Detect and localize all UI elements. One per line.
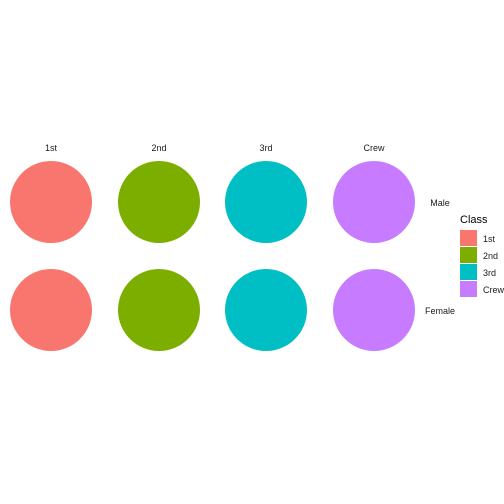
pie-slice [10, 161, 92, 243]
legend-key-swatch [460, 264, 477, 280]
column-strip-label: 3rd [259, 143, 272, 153]
legend-key-label: 3rd [483, 268, 496, 278]
pie-panels [10, 161, 415, 351]
pie-slice [118, 269, 200, 351]
column-strip-label: 2nd [151, 143, 166, 153]
legend-key-swatch [460, 247, 477, 263]
legend-key-swatch [460, 281, 477, 297]
column-strip-label: 1st [45, 143, 58, 153]
row-strip-label: Female [425, 306, 455, 316]
legend-key-swatch [460, 230, 477, 246]
pie-slice [333, 161, 415, 243]
row-strip-label: Male [430, 198, 450, 208]
legend-key-label: 1st [483, 234, 496, 244]
pie-slice [10, 269, 92, 351]
legend: Class 1st 2nd 3rd Crew [460, 214, 504, 297]
legend-key-label: 2nd [483, 251, 498, 261]
row-strip-labels: Male Female [425, 198, 455, 316]
pie-slice [225, 269, 307, 351]
pie-slice [333, 269, 415, 351]
legend-key-label: Crew [483, 285, 504, 295]
legend-title: Class [460, 214, 488, 226]
column-strip-label: Crew [363, 143, 385, 153]
column-strip-labels: 1st 2nd 3rd Crew [45, 143, 385, 153]
pie-slice [225, 161, 307, 243]
pie-slice [118, 161, 200, 243]
